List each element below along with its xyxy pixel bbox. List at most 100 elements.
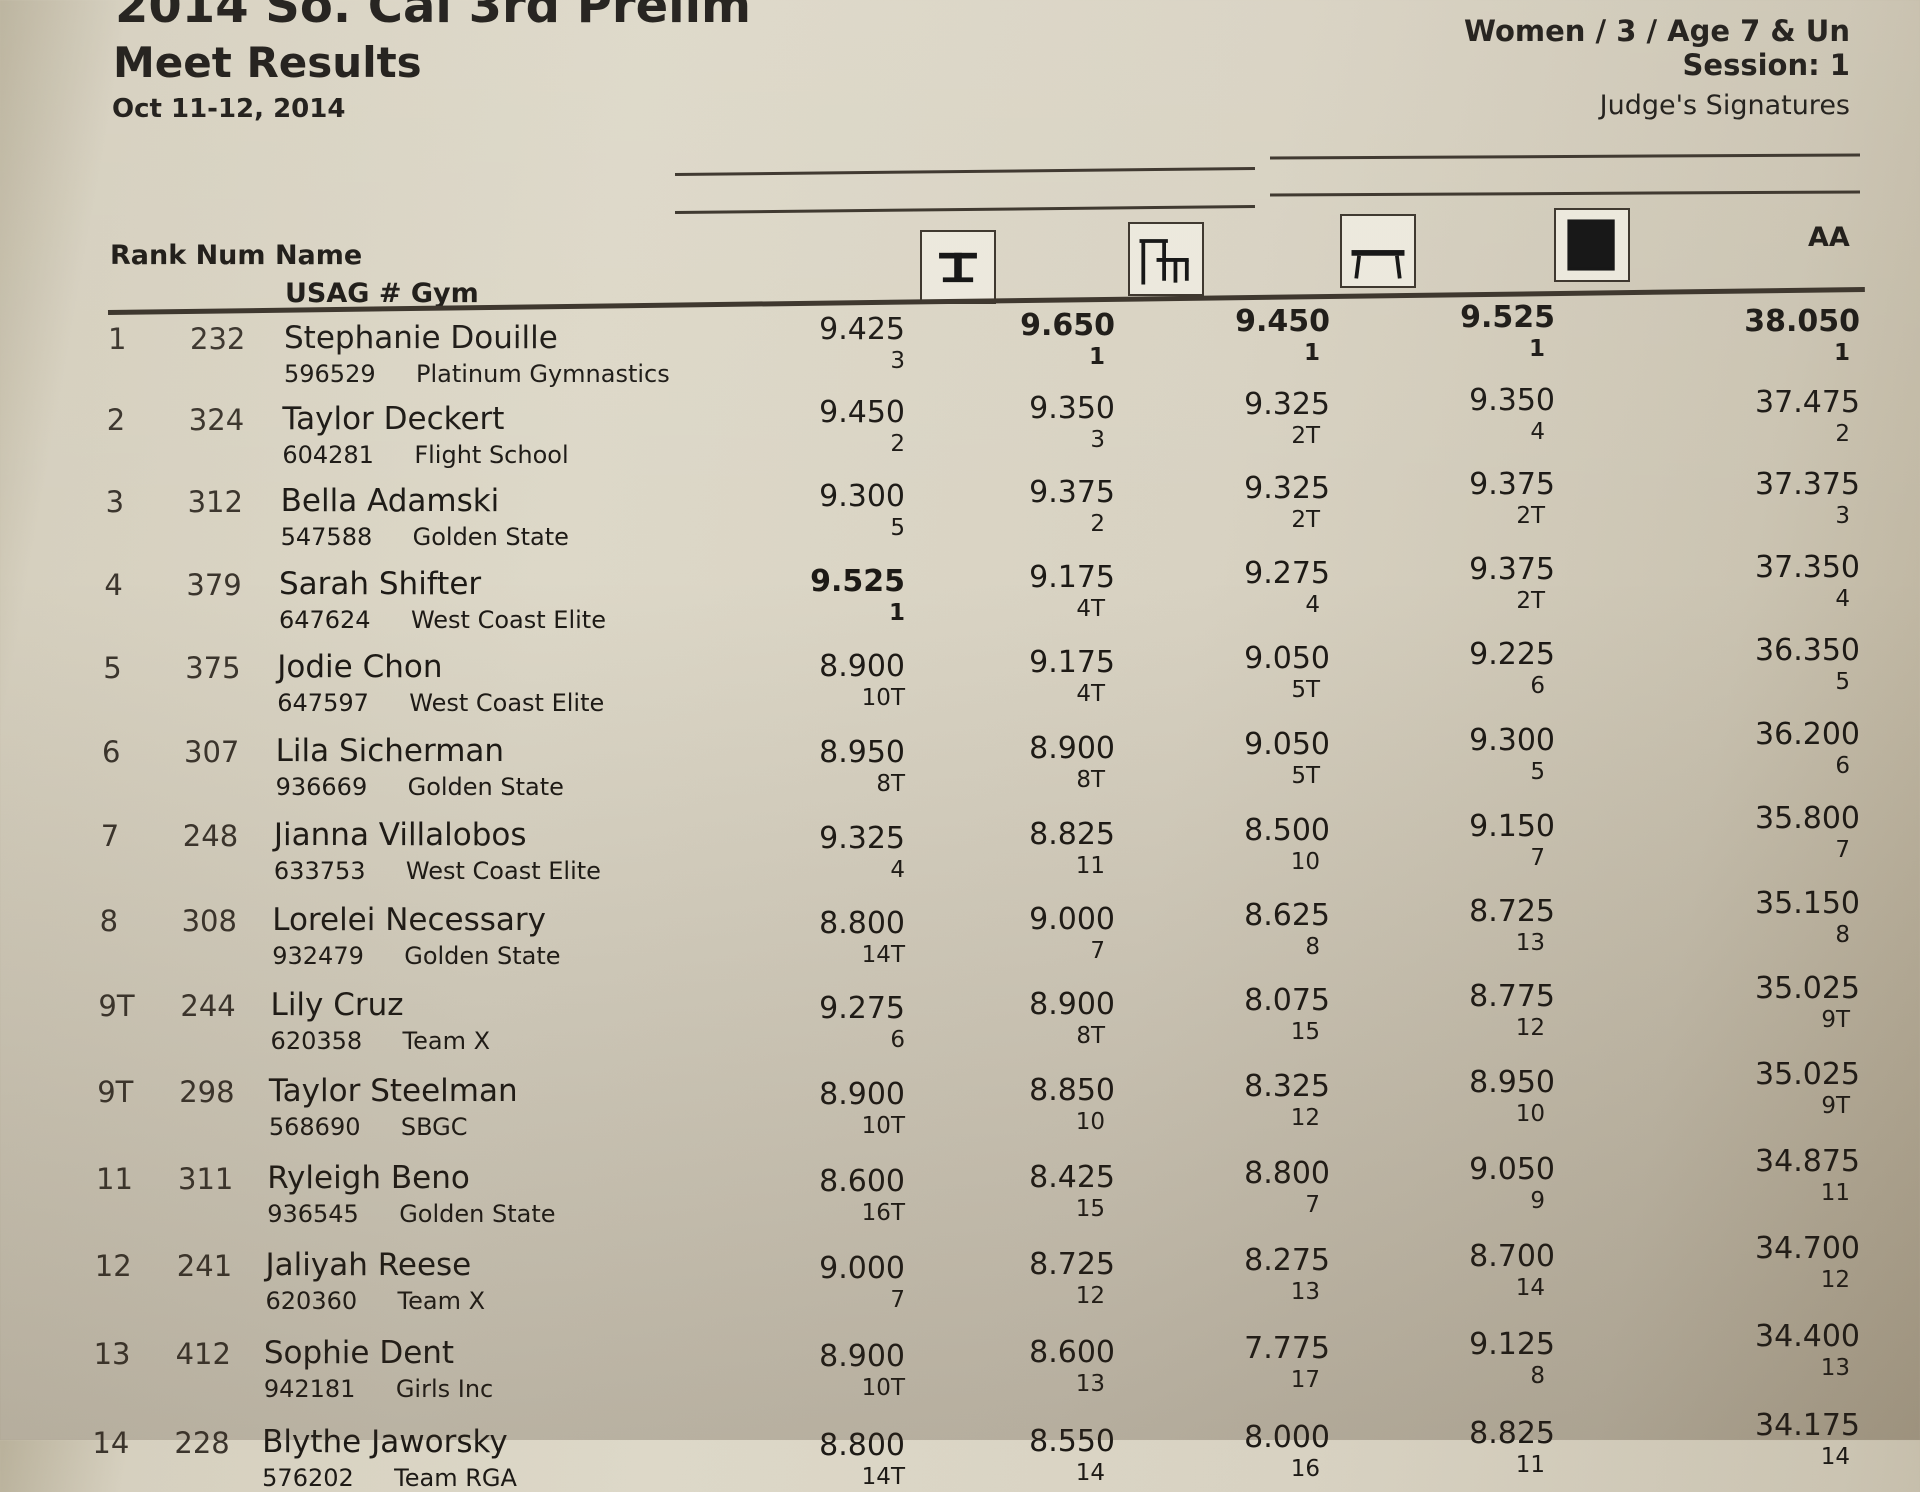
gym-name: Team X	[402, 1027, 491, 1056]
event-score: 9.000	[819, 1251, 905, 1287]
event-place: 6	[1530, 672, 1545, 699]
gym-name: Girls Inc	[395, 1375, 494, 1404]
event-score: 8.825	[1029, 816, 1115, 852]
competitor-number: 324	[188, 403, 245, 438]
event-score: 9.325	[819, 820, 905, 856]
usag-number: 633753	[273, 856, 366, 885]
event-place: 14	[1515, 1275, 1545, 1302]
event-place: 2T	[1516, 587, 1545, 614]
athlete-name: Jianna Villalobos	[273, 816, 527, 853]
signature-line	[1269, 153, 1861, 160]
event-place: 2T	[1516, 503, 1545, 530]
all-around-place: 9T	[1821, 1093, 1850, 1120]
athlete-name: Lorelei Necessary	[272, 901, 546, 938]
event-score: 9.000	[1029, 901, 1115, 937]
all-around-place: 11	[1820, 1180, 1850, 1206]
event-place: 6	[890, 1027, 905, 1054]
event-place: 12	[1075, 1283, 1105, 1310]
all-around-score: 36.350	[1755, 632, 1860, 668]
all-around-place: 7	[1835, 836, 1850, 863]
all-around-place: 4	[1835, 585, 1850, 612]
event-place: 16T	[861, 1200, 905, 1226]
gym-name: SBGC	[400, 1113, 468, 1142]
event-score: 8.425	[1029, 1160, 1115, 1195]
event-score: 8.900	[819, 1339, 905, 1375]
event-place: 2T	[1291, 423, 1320, 450]
event-place: 5T	[1291, 762, 1320, 789]
rank: 8	[99, 903, 119, 938]
athlete-name: Taylor Steelman	[268, 1073, 518, 1110]
usag-number: 936545	[267, 1200, 359, 1228]
event-score: 9.275	[1244, 555, 1330, 591]
event-score: 9.525	[810, 563, 905, 599]
event-score: 8.900	[1029, 987, 1115, 1023]
event-score: 9.375	[1469, 551, 1555, 587]
competitor-number: 244	[180, 989, 236, 1024]
usag-number: 942181	[263, 1375, 356, 1404]
event-place: 7	[890, 1287, 905, 1314]
event-place: 1	[1088, 344, 1105, 370]
competitor-number: 375	[185, 650, 241, 685]
event-score: 8.075	[1244, 983, 1330, 1019]
event-place: 1	[888, 599, 905, 626]
event-place: 13	[1290, 1279, 1320, 1306]
rank: 2	[106, 403, 126, 438]
event-score: 8.825	[1469, 1415, 1555, 1451]
event-score: 9.175	[1029, 559, 1115, 595]
event-place: 8	[1530, 1363, 1545, 1390]
usag-number: 568690	[268, 1113, 361, 1142]
event-score: 8.500	[1244, 812, 1330, 848]
all-around-place: 2	[1835, 421, 1850, 448]
rank: 13	[93, 1337, 131, 1372]
event-place: 8	[1305, 933, 1320, 960]
gym-name: Team RGA	[394, 1463, 517, 1492]
all-around-score: 36.200	[1755, 716, 1860, 752]
competitor-number: 312	[187, 485, 243, 520]
competitor-number: 412	[175, 1337, 231, 1372]
all-around-place: 8	[1835, 921, 1850, 948]
event-score: 9.650	[1020, 308, 1115, 343]
event-place: 14T	[861, 1463, 905, 1490]
event-score: 8.800	[1244, 1156, 1330, 1191]
meet-date: Oct 11-12, 2014	[112, 94, 346, 124]
signature-line	[675, 204, 1255, 215]
meet-title: 2014 So. Cal 3rd Prelim	[115, 0, 752, 34]
all-around-place: 6	[1835, 752, 1850, 779]
event-place: 10T	[861, 1375, 905, 1402]
event-place: 4	[1305, 591, 1320, 618]
event-score: 8.800	[819, 905, 905, 941]
event-place: 2T	[1291, 507, 1320, 534]
all-around-place: 3	[1835, 503, 1850, 530]
event-score: 8.550	[1029, 1423, 1115, 1459]
event-place: 15	[1290, 1019, 1320, 1046]
event-score: 8.900	[1029, 730, 1115, 766]
event-score: 8.800	[819, 1427, 905, 1463]
event-place: 8T	[876, 770, 905, 797]
event-score: 9.300	[1469, 722, 1555, 758]
usag-number: 932479	[272, 941, 364, 970]
gym-name: West Coast Elite	[409, 688, 605, 717]
event-place: 14	[1075, 1459, 1105, 1486]
event-place: 4T	[1076, 680, 1105, 707]
rank: 6	[102, 734, 121, 769]
gym-name: Golden State	[412, 523, 569, 552]
event-score: 9.375	[1029, 475, 1115, 511]
event-score: 7.775	[1244, 1331, 1330, 1367]
all-around-score: 34.400	[1755, 1319, 1860, 1355]
event-place: 10T	[861, 1113, 905, 1140]
event-place: 12	[1515, 1015, 1545, 1042]
competitor-number: 241	[176, 1249, 233, 1284]
event-score: 8.775	[1469, 979, 1555, 1015]
event-score: 9.125	[1469, 1327, 1555, 1363]
event-place: 1	[1528, 336, 1545, 362]
event-score: 9.375	[1469, 467, 1555, 503]
athlete-name: Lily Cruz	[270, 987, 404, 1024]
event-place: 13	[1515, 929, 1545, 956]
event-score: 8.600	[1029, 1335, 1115, 1371]
event-place: 12	[1290, 1105, 1320, 1132]
gym-name: West Coast Elite	[410, 605, 606, 634]
competitor-number: 228	[174, 1425, 230, 1460]
event-score: 8.725	[1469, 893, 1555, 929]
event-place: 10T	[861, 684, 905, 711]
event-score: 9.525	[1460, 300, 1555, 335]
